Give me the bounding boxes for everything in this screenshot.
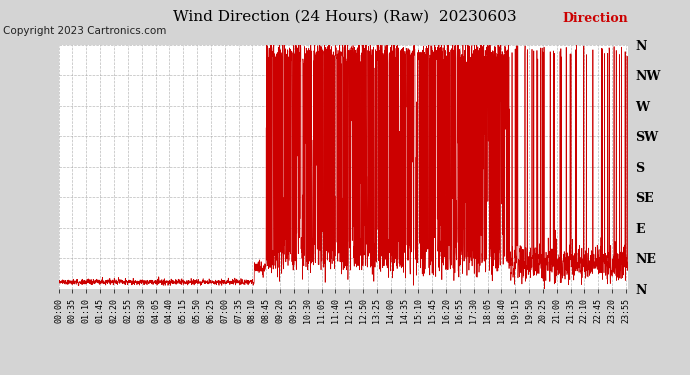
Text: Wind Direction (24 Hours) (Raw)  20230603: Wind Direction (24 Hours) (Raw) 20230603 xyxy=(173,9,517,23)
Text: Direction: Direction xyxy=(562,12,628,26)
Text: Copyright 2023 Cartronics.com: Copyright 2023 Cartronics.com xyxy=(3,26,167,36)
